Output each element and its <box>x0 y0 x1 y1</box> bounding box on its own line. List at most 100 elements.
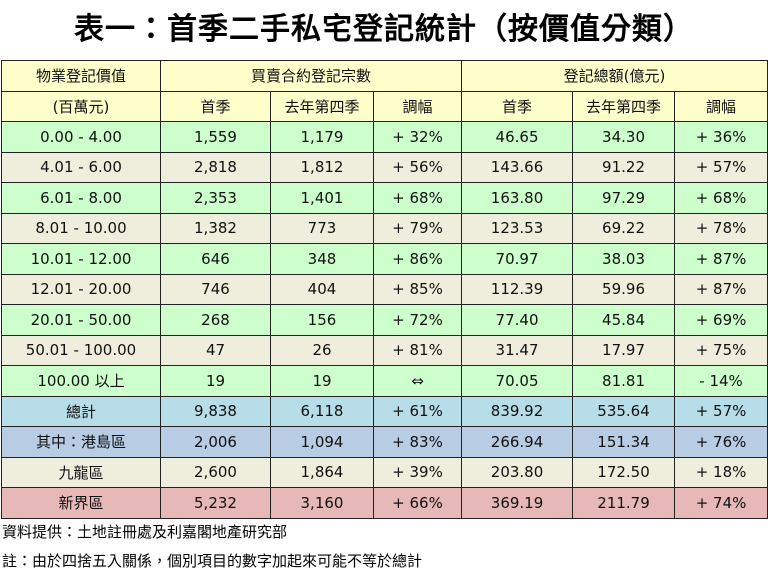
table-cell: 19 <box>270 365 374 397</box>
table-cell: 38.03 <box>572 243 676 275</box>
header-cell: 調幅 <box>372 90 463 122</box>
table-cell: 268 <box>160 304 271 336</box>
table-cell: + 85% <box>372 273 463 305</box>
table-cell: 2,818 <box>160 151 271 183</box>
row-label: 九龍區 <box>1 456 161 488</box>
table-cell: + 86% <box>372 243 463 275</box>
row-label: 其中：港島區 <box>1 426 161 458</box>
table-row: 九龍區 2,600 1,864 + 39% 203.80 172.50 + 18% <box>1 456 768 488</box>
table-row: 8.01 - 10.00 1,382 773 + 79% 123.53 69.22 + 78… <box>1 212 768 244</box>
header-cell: 首季 <box>160 90 271 122</box>
table-cell: 1,094 <box>270 426 374 458</box>
table-cell: 31.47 <box>461 334 574 366</box>
table-cell: 46.65 <box>461 121 574 153</box>
table-cell: + 68% <box>674 182 768 214</box>
table-cell: + 18% <box>674 456 768 488</box>
table-cell: 17.97 <box>572 334 676 366</box>
table-cell: + 81% <box>372 334 463 366</box>
header-group: 買賣合約登記宗數 <box>159 60 463 92</box>
table-cell: + 78% <box>674 212 768 244</box>
row-label: 新界區 <box>1 487 161 519</box>
header-row: 物業登記價值 買賣合約登記宗數 登記總額(億元) <box>1 60 768 92</box>
table-cell: 348 <box>270 243 374 275</box>
row-label: 總計 <box>1 395 161 427</box>
table-cell: 203.80 <box>461 456 574 488</box>
table-cell: + 61% <box>372 395 463 427</box>
table-cell: + 36% <box>674 121 768 153</box>
table-row: 總計 9,838 6,118 + 61% 839.92 535.64 + 57% <box>1 395 768 427</box>
statistics-table: 物業登記價值 買賣合約登記宗數 登記總額(億元) (百萬元) 首季 去年第四季 調幅 首季 去年… <box>1 60 768 519</box>
table-cell: 156 <box>270 304 374 336</box>
table-cell: + 76% <box>674 426 768 458</box>
table-cell: + 69% <box>674 304 768 336</box>
table-cell: + 56% <box>372 151 463 183</box>
table-cell: 5,232 <box>160 487 271 519</box>
table-cell: 646 <box>160 243 271 275</box>
table-cell: 9,838 <box>160 395 271 427</box>
table-cell: 19 <box>160 365 271 397</box>
header-cell: (百萬元) <box>1 90 161 122</box>
table-cell: 1,559 <box>160 121 271 153</box>
table-cell: 91.22 <box>572 151 676 183</box>
table-cell: 26 <box>270 334 374 366</box>
table-cell: 163.80 <box>461 182 574 214</box>
table-cell: - 14% <box>674 365 768 397</box>
header-cell: 去年第四季 <box>572 90 676 122</box>
table-cell: 45.84 <box>572 304 676 336</box>
header-cell: 調幅 <box>674 90 768 122</box>
table-row: 其中：港島區 2,006 1,094 + 83% 266.94 151.34 + 76% <box>1 426 768 458</box>
footnote: 註：由於四捨五入關係，個別項目的數字加起來可能不等於總計 <box>2 552 423 570</box>
table-cell: + 68% <box>372 182 463 214</box>
table-cell: 746 <box>160 273 271 305</box>
table-cell: 172.50 <box>572 456 676 488</box>
table-cell: + 66% <box>372 487 463 519</box>
row-label: 8.01 - 10.00 <box>1 212 161 244</box>
table-cell: 59.96 <box>572 273 676 305</box>
table-cell: 211.79 <box>572 487 676 519</box>
table-cell: 81.81 <box>572 365 676 397</box>
row-label: 20.01 - 50.00 <box>1 304 161 336</box>
table-cell: + 57% <box>674 151 768 183</box>
source-note: 資料提供：土地註冊處及利嘉閣地產研究部 <box>2 523 288 541</box>
table-cell: 143.66 <box>461 151 574 183</box>
table-cell: 34.30 <box>572 121 676 153</box>
header-row: (百萬元) 首季 去年第四季 調幅 首季 去年第四季 調幅 <box>1 90 768 122</box>
table-cell: 1,864 <box>270 456 374 488</box>
header-cell: 首季 <box>461 90 574 122</box>
table-cell: 151.34 <box>572 426 676 458</box>
row-label: 10.01 - 12.00 <box>1 243 161 275</box>
row-label: 0.00 - 4.00 <box>1 121 161 153</box>
table-cell: 2,006 <box>160 426 271 458</box>
row-label: 4.01 - 6.00 <box>1 151 161 183</box>
table-cell: 2,600 <box>160 456 271 488</box>
table-cell: 2,353 <box>160 182 271 214</box>
table-cell: 1,382 <box>160 212 271 244</box>
table-cell: + 74% <box>674 487 768 519</box>
table-cell: 266.94 <box>461 426 574 458</box>
table-row: 6.01 - 8.00 2,353 1,401 + 68% 163.80 97.29 + 6… <box>1 182 768 214</box>
table-cell: 404 <box>270 273 374 305</box>
table-row: 20.01 - 50.00 268 156 + 72% 77.40 45.84 + 69% <box>1 304 768 336</box>
table-cell: 123.53 <box>461 212 574 244</box>
table-row: 新界區 5,232 3,160 + 66% 369.19 211.79 + 74% <box>1 487 768 519</box>
table-cell: 69.22 <box>572 212 676 244</box>
table-cell: + 72% <box>372 304 463 336</box>
table-row: 10.01 - 12.00 646 348 + 86% 70.97 38.03 + 87% <box>1 243 768 275</box>
row-label: 50.01 - 100.00 <box>1 334 161 366</box>
table-cell: 773 <box>270 212 374 244</box>
table-cell: 3,160 <box>270 487 374 519</box>
table-cell: 1,812 <box>270 151 374 183</box>
table-cell: + 87% <box>674 243 768 275</box>
table-cell: + 83% <box>372 426 463 458</box>
table-row: 50.01 - 100.00 47 26 + 81% 31.47 17.97 + 75% <box>1 334 768 366</box>
table-cell: 47 <box>160 334 271 366</box>
table-row: 12.01 - 20.00 746 404 + 85% 112.39 59.96 + 87% <box>1 273 768 305</box>
header-cell: 去年第四季 <box>270 90 374 122</box>
table-cell: 1,179 <box>270 121 374 153</box>
header-group: 登記總額(億元) <box>461 60 768 92</box>
table-cell: + 32% <box>372 121 463 153</box>
table-cell: + 87% <box>674 273 768 305</box>
table-cell: 112.39 <box>461 273 574 305</box>
table-cell: 77.40 <box>461 304 574 336</box>
